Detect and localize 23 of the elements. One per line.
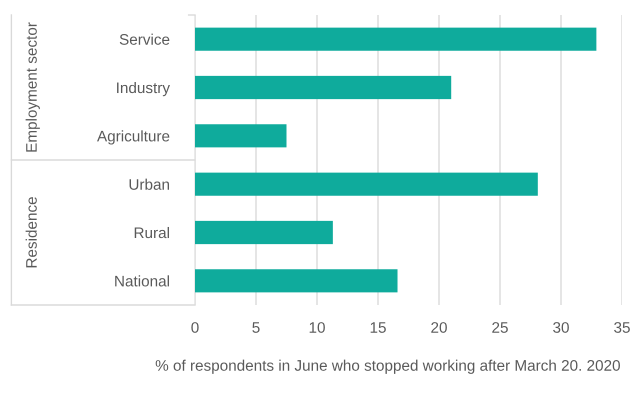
y-tick-label: Rural — [134, 226, 169, 238]
text: Residence — [26, 197, 37, 268]
y-tick-label: Industry — [117, 82, 170, 96]
x-tick-label: 15 — [370, 322, 386, 333]
bar — [195, 220, 333, 244]
x-tick-label: 30 — [553, 322, 569, 333]
bar — [195, 28, 596, 51]
x-tick-label: 25 — [492, 322, 508, 333]
text: Employment sector — [26, 22, 40, 152]
bar — [195, 124, 286, 148]
y-tick-label: National — [115, 275, 169, 287]
x-axis-title: % of respondents in June who stopped working after March 20. 2020 — [156, 360, 620, 374]
y-tick-label: Agriculture — [97, 130, 170, 145]
x-tick-label: 35 — [614, 322, 630, 333]
bar — [195, 269, 398, 292]
x-tick-label: 0 — [191, 322, 199, 333]
y-tick-label: Service — [120, 34, 170, 45]
y-tick-label: Urban — [130, 178, 170, 190]
x-tick-label: 10 — [310, 322, 325, 333]
x-tick-label: 20 — [431, 322, 447, 333]
bar — [195, 172, 538, 196]
bar — [195, 76, 452, 100]
x-tick-label: 5 — [252, 322, 260, 333]
